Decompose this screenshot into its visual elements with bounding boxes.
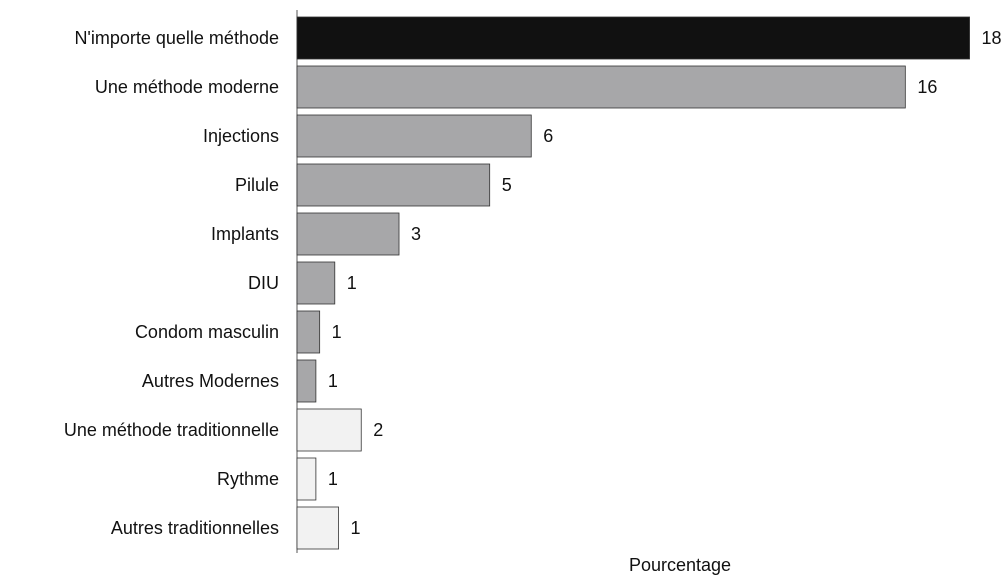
bar [296,408,362,452]
bar [296,506,339,550]
category-label: Implants [211,224,279,244]
bar [296,359,317,403]
category-label: N'importe quelle méthode [74,28,279,48]
category-label: Rythme [217,469,279,489]
bar [296,114,532,158]
value-label: 1 [332,322,342,342]
category-label: Autres traditionnelles [111,518,279,538]
value-label: 3 [411,224,421,244]
bar [296,310,321,354]
category-label: Une méthode traditionnelle [64,420,279,440]
category-label: DIU [248,273,279,293]
bar [296,212,400,256]
value-label: 1 [351,518,361,538]
value-label: 6 [543,126,553,146]
bar [296,163,491,207]
category-label: Autres Modernes [142,371,279,391]
value-label: 1 [328,371,338,391]
value-label: 5 [502,175,512,195]
category-label: Une méthode moderne [95,77,279,97]
bar [296,261,336,305]
x-axis-label: Pourcentage [629,555,731,575]
value-label: 1 [328,469,338,489]
value-label: 2 [373,420,383,440]
category-label: Pilule [235,175,279,195]
category-label: Injections [203,126,279,146]
bar [296,65,906,109]
value-label: 1 [347,273,357,293]
category-label: Condom masculin [135,322,279,342]
value-label: 18 [982,28,1002,48]
value-label: 16 [917,77,937,97]
bar [296,457,317,501]
bar [296,16,970,60]
